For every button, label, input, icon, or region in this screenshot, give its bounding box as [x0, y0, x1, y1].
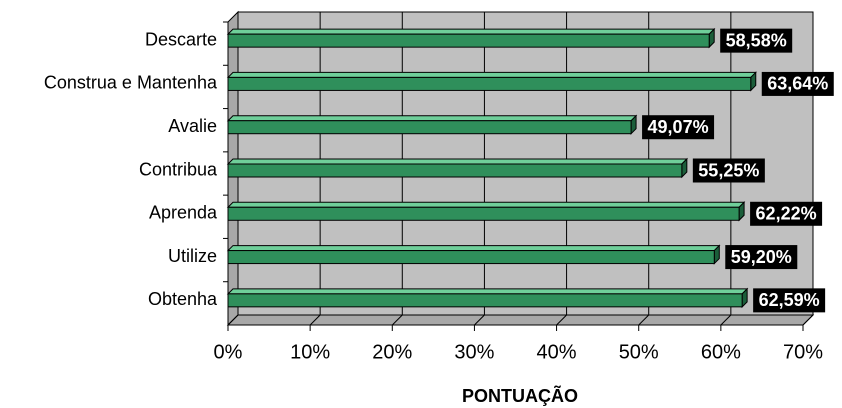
bar-top	[226, 28, 716, 35]
y-tick-label: Obtenha	[148, 289, 218, 309]
grid-line	[391, 12, 403, 326]
value-label: 63,64%	[767, 74, 828, 94]
grid-line	[474, 12, 485, 326]
value-label: 62,59%	[759, 290, 820, 310]
value-label: 55,25%	[698, 160, 759, 180]
value-label-box	[642, 115, 715, 140]
bar-top	[226, 288, 749, 295]
x-tick-label: 70%	[783, 341, 823, 363]
x-tick-label: 40%	[537, 341, 577, 363]
grid-line	[638, 12, 650, 326]
grid-line	[309, 12, 321, 326]
grid-line	[720, 12, 732, 326]
x-axis-label: PONTUAÇÃO	[462, 385, 578, 406]
value-label: 58,58%	[726, 30, 787, 50]
value-label-box	[725, 245, 798, 270]
bar-top	[226, 115, 638, 122]
value-label-box	[750, 201, 823, 226]
value-label-box	[692, 158, 765, 183]
x-tick-label: 30%	[454, 341, 494, 363]
bar	[227, 250, 715, 265]
value-label: 49,07%	[648, 117, 709, 137]
bar	[227, 120, 632, 135]
value-label: 62,22%	[756, 204, 817, 224]
x-tick-label: 10%	[290, 341, 330, 363]
value-label-box	[720, 28, 793, 53]
y-tick-label: Contribua	[139, 159, 218, 179]
y-tick-label: Descarte	[145, 29, 217, 49]
y-tick-label: Utilize	[168, 246, 217, 266]
y-tick-label: Construa e Mantenha	[44, 73, 218, 93]
bar	[227, 76, 752, 91]
bar	[227, 33, 710, 48]
bar-top	[226, 201, 746, 208]
y-tick-label: Aprenda	[149, 203, 218, 223]
value-label-box	[753, 288, 826, 313]
bar	[227, 206, 740, 221]
y-tick-label: Avalie	[168, 116, 217, 136]
bar-top	[226, 245, 721, 252]
value-label-box	[761, 71, 834, 96]
grid-line	[556, 12, 568, 326]
bar	[227, 163, 683, 178]
x-tick-label: 20%	[372, 341, 412, 363]
bar-top	[226, 158, 689, 165]
x-tick-label: 50%	[619, 341, 659, 363]
value-label: 59,20%	[731, 247, 792, 267]
bar-top	[226, 71, 757, 78]
bar	[227, 293, 743, 308]
x-tick-label: 0%	[214, 341, 243, 363]
x-tick-label: 60%	[701, 341, 741, 363]
grid-line	[227, 12, 239, 326]
grid-line	[802, 12, 814, 326]
